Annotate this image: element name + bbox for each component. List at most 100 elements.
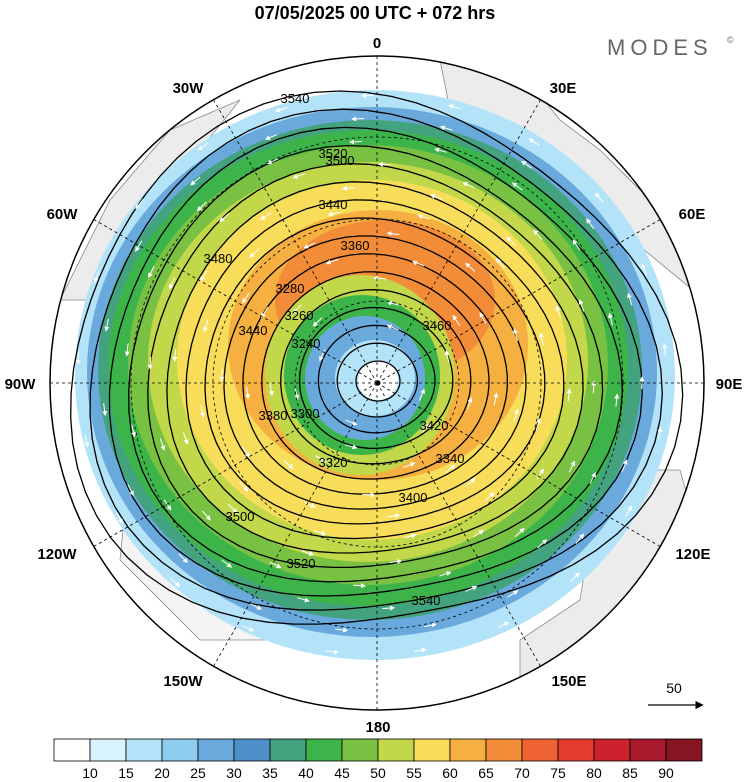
- wind-arrow: [200, 270, 208, 282]
- wind-arrow: [147, 356, 153, 370]
- colorbar-swatch: [269, 738, 307, 762]
- logo-text: MODES: [607, 35, 713, 60]
- wind-arrow: [381, 605, 395, 611]
- wind-arrow: [190, 176, 201, 186]
- wind-arrow: [313, 530, 327, 536]
- colorbar-swatch: [593, 738, 631, 762]
- wind-arrow: [242, 446, 250, 458]
- wind-arrow: [423, 622, 437, 628]
- wind-arrow: [484, 492, 495, 502]
- wind-arrow: [429, 194, 443, 200]
- wind-arrow: [172, 348, 178, 362]
- wind-arrow: [625, 505, 632, 517]
- colorbar-swatch: [485, 738, 523, 762]
- wind-arrow: [641, 263, 647, 276]
- colorbar-swatch: [197, 738, 235, 762]
- wind-arrow: [568, 460, 575, 473]
- wind-arrow: [283, 460, 294, 470]
- contour-label: 3540: [281, 91, 310, 106]
- height-contour: [242, 253, 508, 495]
- map-disc: [50, 56, 704, 710]
- contour-label: 3280: [276, 281, 305, 296]
- wind-arrow: [506, 236, 516, 246]
- wind-arrow: [373, 275, 386, 281]
- wind-arrow: [507, 590, 519, 598]
- wind-arrow: [169, 277, 176, 290]
- wind-arrow: [513, 328, 519, 341]
- height-contours: [70, 90, 684, 625]
- wind-arrow: [264, 134, 278, 141]
- graticule: [50, 56, 704, 710]
- colorbar-label: 50: [370, 765, 386, 781]
- wind-arrow: [572, 239, 581, 251]
- wind-arrow: [303, 242, 316, 249]
- contour-label: 3380: [259, 408, 288, 423]
- wind-arrow: [386, 324, 399, 331]
- wind-arrow: [462, 182, 475, 189]
- wind-arrow: [444, 350, 450, 363]
- height-contour: [166, 181, 584, 554]
- wind-arrow: [312, 317, 323, 327]
- wind-arrow: [259, 212, 272, 221]
- colorbar-label: 10: [82, 765, 98, 781]
- wind-arrow: [657, 426, 663, 440]
- wind-speed-shading: [75, 90, 675, 660]
- colorbar-swatch: [125, 738, 163, 762]
- wind-arrow: [196, 201, 207, 211]
- wind-arrow: [608, 312, 613, 326]
- contour-label: 3340: [436, 451, 465, 466]
- wind-arrow: [102, 403, 108, 417]
- wind-arrow: [104, 318, 110, 332]
- wind-arrow: [341, 185, 355, 191]
- wind-arrow: [84, 434, 90, 448]
- wind-arrow: [495, 258, 505, 269]
- colorbar-label: 80: [586, 765, 602, 781]
- wind-arrow: [127, 484, 134, 497]
- height-contour: [70, 90, 684, 625]
- colorbar-swatch: [53, 738, 91, 762]
- height-contour: [223, 235, 527, 510]
- longitude-label: 90E: [716, 376, 743, 393]
- wind-arrow: [472, 529, 485, 538]
- contour-label: 3420: [420, 418, 449, 433]
- wind-arrow: [417, 214, 431, 220]
- colorbar: 10 15 20 25 30 35 40 45 50 55 60 65 70 75 80 85 90: [53, 738, 703, 781]
- colorbar-label: 40: [298, 765, 314, 781]
- wind-arrow: [292, 173, 305, 179]
- longitude-label: 60E: [679, 206, 706, 223]
- contour-label: 3320: [319, 455, 348, 470]
- wind-arrow: [345, 419, 358, 426]
- contour-label: 3300: [291, 406, 320, 421]
- contour-label: 3520: [319, 146, 348, 161]
- wind-arrow: [349, 139, 363, 145]
- wind-arrow: [303, 501, 316, 508]
- wind-arrow: [261, 306, 269, 319]
- longitude-label: 120E: [675, 546, 710, 563]
- height-contour: [108, 126, 643, 597]
- wind-arrow: [115, 512, 123, 524]
- wind-arrow: [245, 386, 251, 400]
- wind-arrow: [268, 383, 274, 397]
- colorbar-label: 60: [442, 765, 458, 781]
- reference-vector: 50: [648, 680, 704, 710]
- wind-arrow: [413, 647, 427, 653]
- contour-label: 3240: [292, 336, 321, 351]
- height-contour: [185, 199, 565, 540]
- wind-arrow: [434, 147, 447, 153]
- colorbar-swatch: [665, 738, 703, 762]
- colorbar-swatch: [557, 738, 595, 762]
- wind-arrow: [421, 423, 432, 433]
- colorbar-swatch: [521, 738, 559, 762]
- wind-arrow: [439, 125, 453, 131]
- wind-arrow: [269, 561, 282, 568]
- meridian-line: [93, 219, 378, 384]
- longitude-label: 150E: [551, 673, 586, 690]
- longitude-label: 120W: [37, 546, 77, 563]
- logo: MODES ©: [607, 35, 734, 60]
- wind-arrow: [378, 161, 391, 167]
- wind-vectors: [75, 93, 668, 655]
- wind-arrow: [228, 504, 238, 514]
- meridian-line: [376, 99, 541, 384]
- wind-arrow: [315, 455, 327, 463]
- wind-arrow: [249, 248, 260, 258]
